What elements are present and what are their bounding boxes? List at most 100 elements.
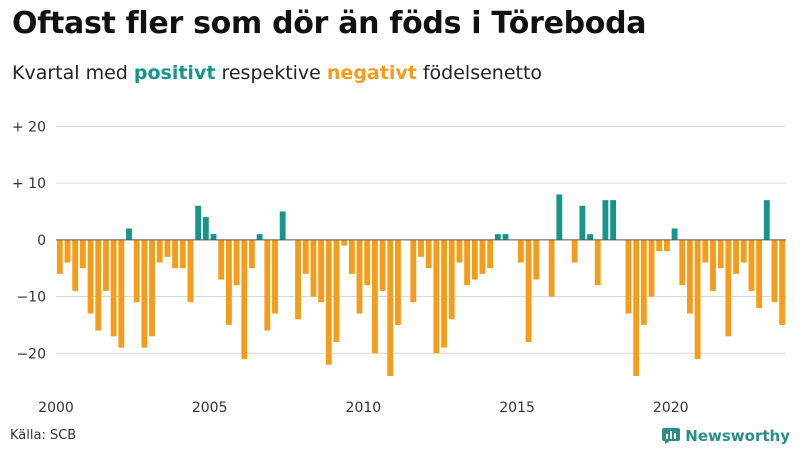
bar bbox=[256, 234, 263, 240]
bar bbox=[625, 239, 632, 314]
bar bbox=[302, 239, 309, 274]
subtitle-negative: negativt bbox=[326, 62, 417, 84]
x-tick-label: 2005 bbox=[192, 400, 228, 416]
bar bbox=[249, 239, 255, 269]
bar bbox=[579, 205, 586, 240]
bar bbox=[533, 239, 540, 280]
bar bbox=[56, 239, 63, 274]
bar bbox=[410, 239, 417, 303]
bar bbox=[325, 239, 332, 365]
bar bbox=[364, 239, 371, 286]
bar bbox=[456, 239, 463, 263]
bar bbox=[733, 239, 739, 274]
bar bbox=[341, 239, 348, 246]
bar bbox=[272, 239, 278, 314]
bar bbox=[771, 239, 778, 303]
bar bbox=[779, 239, 786, 325]
bar bbox=[464, 239, 471, 286]
bar bbox=[425, 239, 432, 269]
bar bbox=[479, 239, 486, 274]
x-tick-label: 2000 bbox=[38, 400, 74, 416]
bar bbox=[602, 200, 609, 240]
bar bbox=[594, 239, 601, 286]
x-tick-label: 2015 bbox=[499, 400, 535, 416]
bar bbox=[202, 217, 209, 240]
bar bbox=[179, 239, 186, 269]
bar bbox=[517, 239, 524, 263]
subtitle-prefix: Kvartal med bbox=[12, 62, 134, 84]
y-tick-label: −10 bbox=[16, 290, 46, 306]
bar bbox=[671, 228, 678, 240]
bar bbox=[725, 239, 732, 337]
y-tick-label: −20 bbox=[16, 346, 46, 362]
y-tick-label: 0 bbox=[37, 233, 46, 249]
bar bbox=[702, 239, 709, 263]
bar bbox=[64, 239, 71, 263]
bar bbox=[318, 239, 325, 303]
bar bbox=[333, 239, 340, 342]
bar bbox=[556, 194, 563, 240]
bar bbox=[164, 239, 171, 257]
bar bbox=[218, 239, 225, 280]
y-tick-label: + 20 bbox=[12, 119, 46, 135]
bar bbox=[571, 239, 578, 263]
bar bbox=[694, 239, 701, 359]
bar bbox=[79, 239, 86, 269]
bar bbox=[548, 239, 555, 297]
subtitle-positive: positivt bbox=[133, 62, 216, 84]
bar bbox=[679, 239, 686, 286]
bar bbox=[717, 239, 724, 269]
bar bbox=[640, 239, 647, 325]
bar bbox=[241, 239, 248, 359]
bar bbox=[471, 239, 478, 280]
bar bbox=[740, 239, 747, 263]
bar bbox=[387, 239, 394, 376]
bar bbox=[356, 239, 363, 314]
bar bbox=[103, 239, 109, 291]
bar bbox=[587, 234, 593, 240]
bar bbox=[525, 239, 532, 342]
bar bbox=[494, 234, 501, 240]
bar bbox=[663, 239, 670, 252]
subtitle-suffix: födelsenetto bbox=[416, 62, 543, 84]
bar bbox=[348, 239, 355, 274]
source-note: Källa: SCB bbox=[10, 428, 77, 443]
brand-name: Newsworthy bbox=[685, 427, 790, 445]
bar bbox=[264, 239, 271, 331]
bar bbox=[141, 239, 148, 348]
bar bbox=[195, 205, 202, 240]
bar bbox=[441, 239, 447, 348]
y-tick-label: + 10 bbox=[12, 176, 46, 192]
bar-chart-icon bbox=[662, 428, 681, 444]
bar bbox=[633, 239, 640, 376]
bar bbox=[187, 239, 194, 303]
brand-logo: Newsworthy bbox=[662, 427, 790, 445]
bar bbox=[710, 239, 716, 291]
bar bbox=[502, 234, 509, 240]
bar bbox=[448, 239, 455, 320]
bar bbox=[610, 200, 617, 240]
chart-title: Oftast fler som dör än föds i Töreboda bbox=[12, 6, 647, 41]
bar bbox=[149, 239, 155, 337]
subtitle-middle: respektive bbox=[215, 62, 327, 84]
bar bbox=[295, 239, 301, 320]
bar bbox=[371, 239, 378, 354]
bar bbox=[379, 239, 386, 291]
bar bbox=[487, 239, 494, 269]
bar bbox=[156, 239, 163, 263]
bar bbox=[756, 239, 763, 308]
bar bbox=[233, 239, 240, 286]
bar bbox=[763, 200, 770, 240]
bar bbox=[72, 239, 79, 291]
bar bbox=[225, 239, 232, 325]
bar bbox=[687, 239, 693, 314]
bar bbox=[310, 239, 317, 297]
bar bbox=[395, 239, 401, 325]
bar bbox=[279, 211, 286, 240]
bar bbox=[172, 239, 179, 269]
x-tick-label: 2020 bbox=[653, 400, 689, 416]
bar bbox=[95, 239, 102, 331]
bar bbox=[748, 239, 755, 291]
bar bbox=[126, 228, 132, 240]
